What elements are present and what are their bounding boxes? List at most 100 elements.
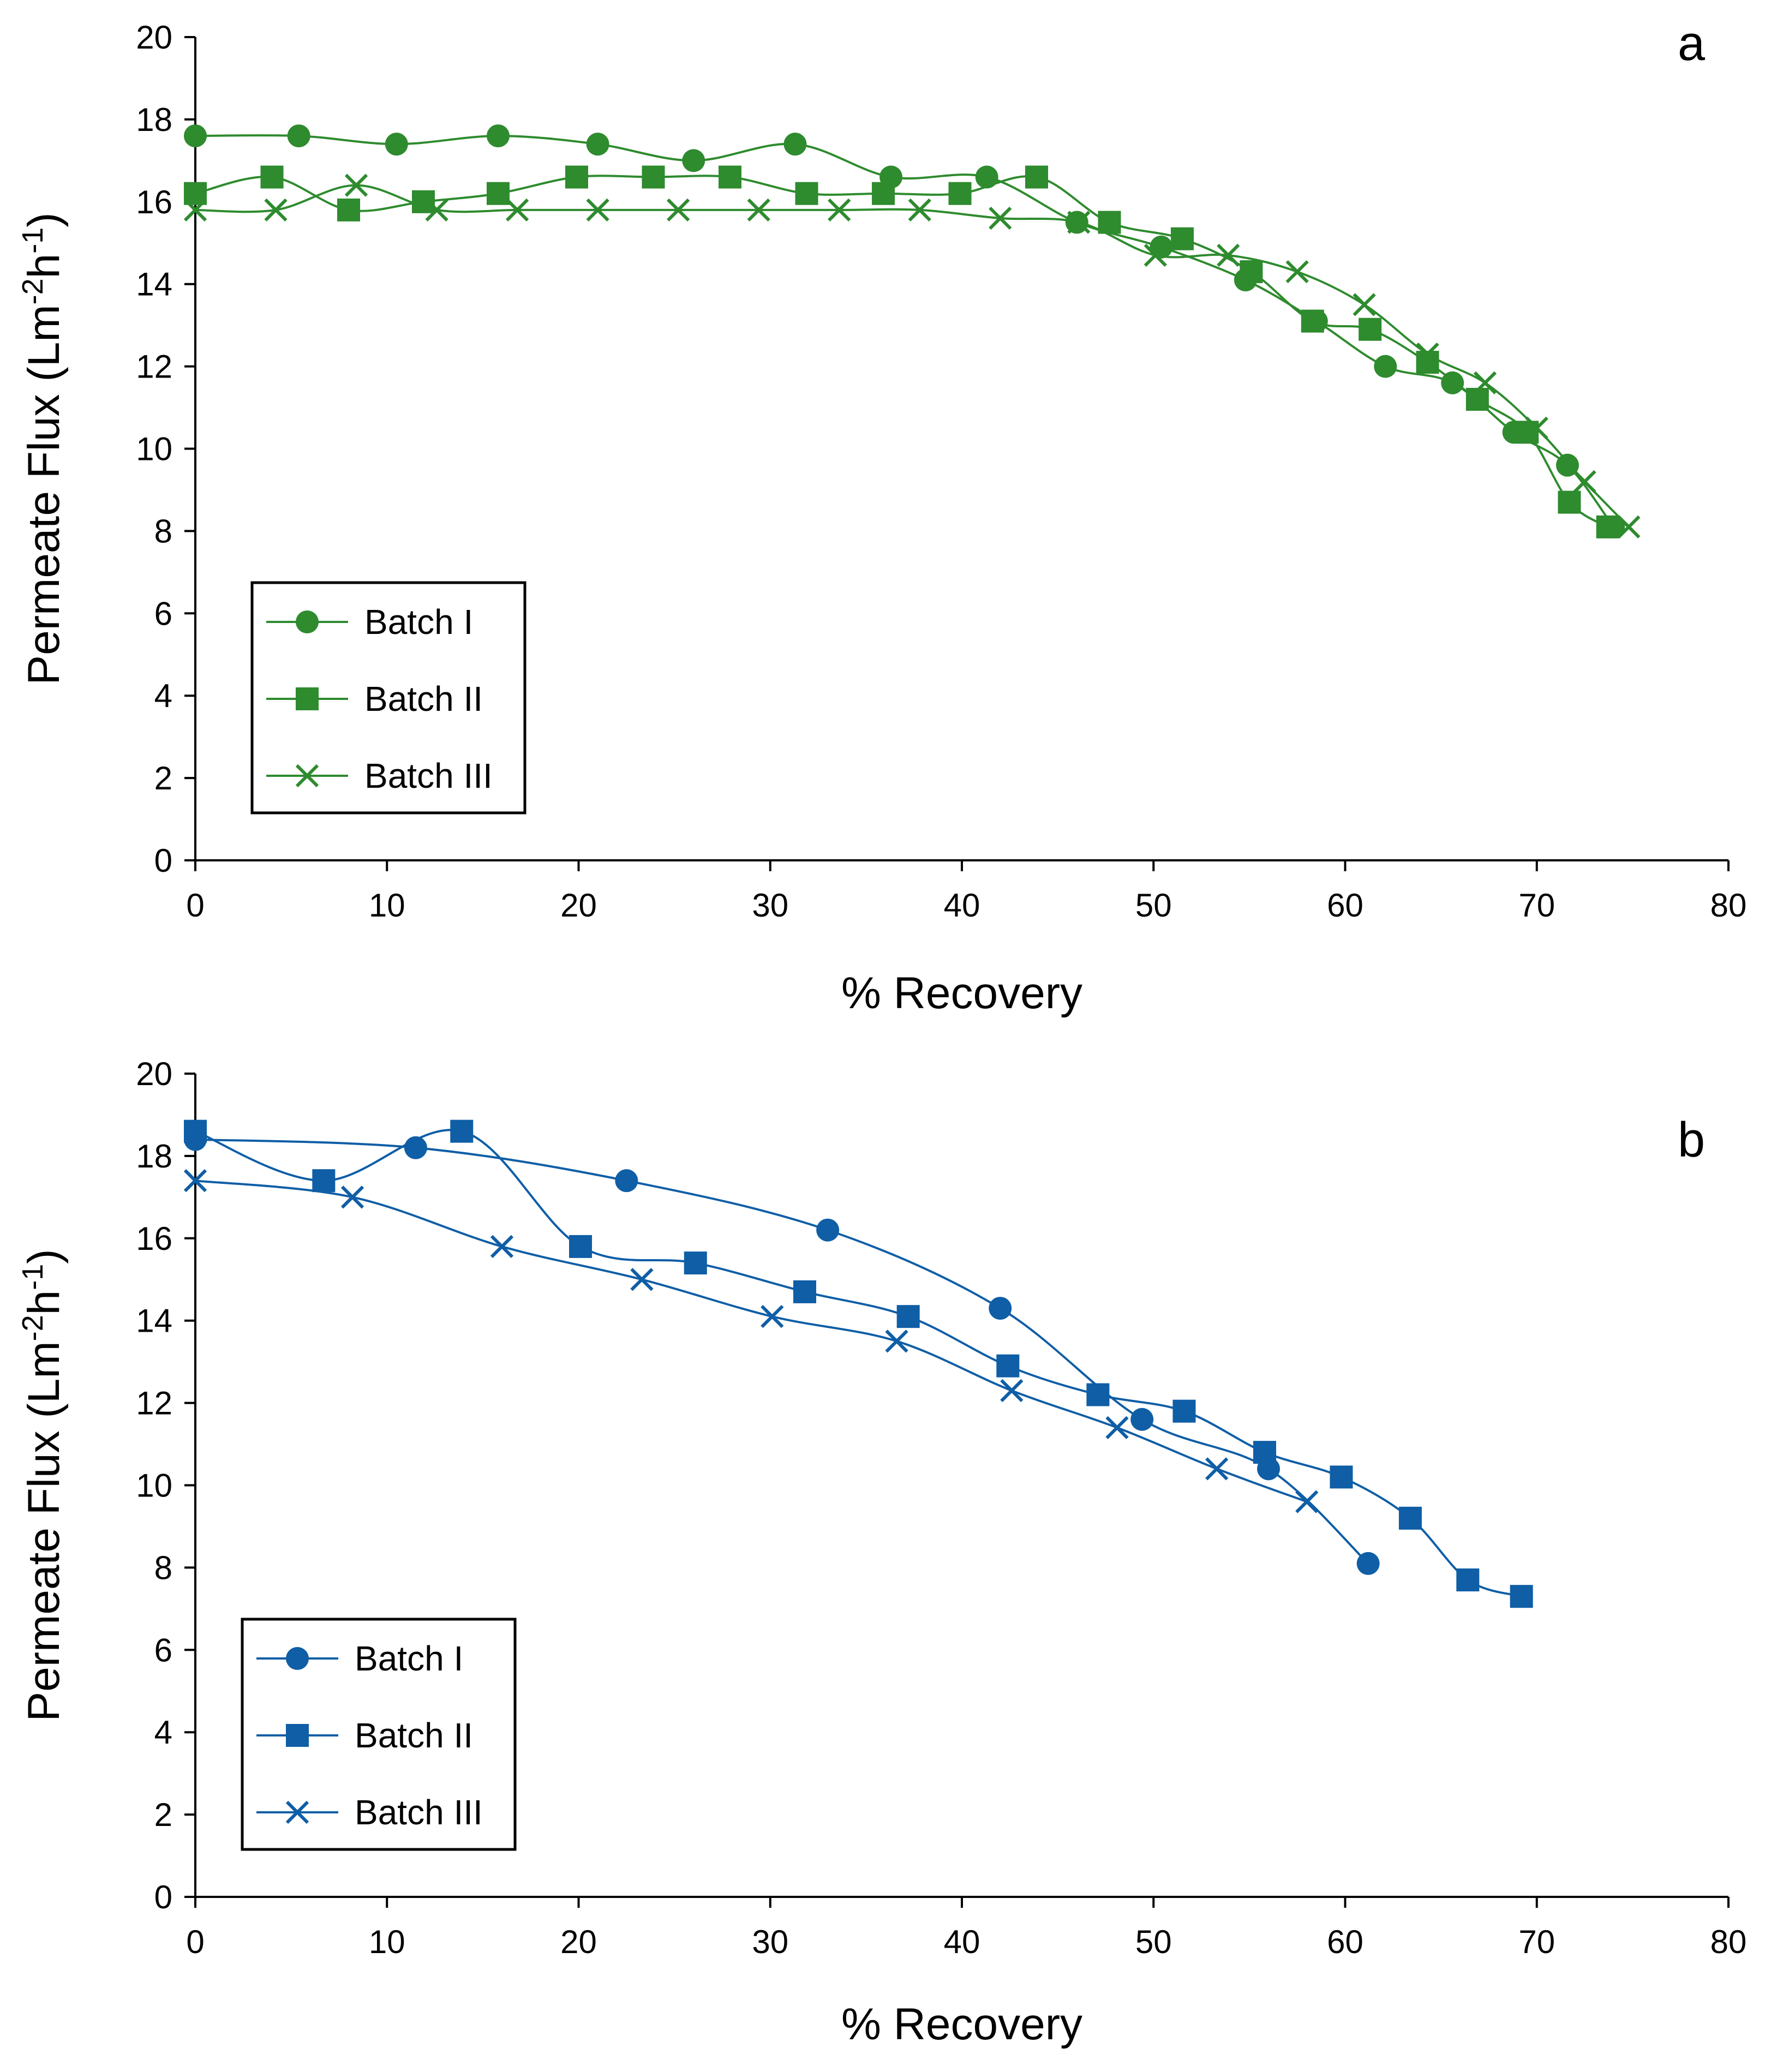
y-tick-label: 6 [154, 595, 172, 632]
x-tick-label: 50 [1135, 1924, 1172, 1960]
legend-marker [296, 687, 319, 710]
data-point [337, 198, 360, 221]
data-point [340, 1185, 364, 1209]
data-point [885, 1330, 908, 1353]
y-tick-label: 12 [136, 349, 172, 385]
data-point [1285, 260, 1309, 284]
data-point [586, 133, 609, 156]
data-point [828, 198, 851, 222]
y-tick-label: 2 [154, 1796, 172, 1833]
data-point [1359, 318, 1382, 341]
data-point [569, 1235, 593, 1258]
data-point [344, 173, 368, 197]
y-tick-label: 2 [154, 760, 172, 797]
data-point [1240, 260, 1263, 284]
y-tick-label: 18 [136, 101, 172, 138]
data-point [1558, 490, 1581, 514]
y-tick-label: 14 [136, 1303, 172, 1339]
x-tick-label: 10 [369, 887, 405, 924]
series-batch-ii [184, 1119, 1533, 1608]
x-axis-title: % Recovery [841, 1999, 1082, 2049]
data-point [1025, 165, 1048, 189]
y-tick-label: 14 [136, 266, 172, 303]
legend-label: Batch III [355, 1793, 483, 1832]
data-point [1205, 1457, 1229, 1481]
data-point [1253, 1441, 1276, 1464]
x-axis-title: % Recovery [841, 968, 1082, 1018]
data-point [1353, 293, 1376, 316]
y-tick-label: 10 [136, 1468, 172, 1504]
data-point [1456, 1568, 1480, 1592]
x-tick-label: 40 [944, 1924, 980, 1960]
data-point [1510, 1585, 1533, 1608]
data-point [1416, 342, 1439, 366]
data-point [486, 124, 510, 148]
x-tick-label: 50 [1135, 887, 1172, 924]
legend-label: Batch III [364, 756, 493, 795]
data-point [1330, 1465, 1353, 1489]
series-line [195, 1138, 1369, 1565]
x-tick-label: 30 [752, 1924, 788, 1960]
legend-marker [285, 1800, 309, 1824]
data-point [1516, 421, 1539, 444]
y-tick-label: 4 [154, 678, 172, 714]
y-tick-label: 16 [136, 1220, 172, 1257]
data-point [896, 1305, 920, 1328]
data-point [642, 165, 665, 189]
x-tick-label: 10 [369, 1924, 405, 1960]
data-point [1086, 1383, 1110, 1406]
data-point [565, 165, 588, 189]
data-point [1150, 235, 1173, 259]
legend-marker [286, 1724, 309, 1747]
series-batch-iii [183, 173, 1641, 538]
data-point [264, 198, 288, 222]
data-point [490, 1235, 514, 1259]
legend: Batch I Batch II Batch III [241, 1618, 517, 1851]
y-tick-label: 20 [136, 1056, 172, 1092]
series-line [195, 175, 1608, 528]
data-point [385, 133, 408, 156]
data-point [586, 198, 609, 222]
data-point [908, 198, 931, 222]
x-tick-label: 60 [1327, 1924, 1363, 1960]
data-point [795, 182, 818, 205]
x-tick-label: 0 [186, 887, 204, 924]
series-batch-iii [183, 1169, 1319, 1513]
legend-label: Batch II [364, 679, 483, 718]
data-point [183, 1169, 207, 1193]
data-point [996, 1354, 1020, 1378]
y-tick-label: 8 [154, 1549, 172, 1586]
legend-label: Batch I [364, 602, 473, 642]
y-tick-label: 10 [136, 431, 172, 468]
legend-marker [295, 764, 319, 788]
data-point [682, 149, 705, 172]
x-tick-label: 0 [186, 1924, 204, 1960]
y-tick-label: 4 [154, 1714, 172, 1751]
y-axis-title: Permeate Flux (Lm-2h-1) [16, 212, 69, 685]
x-tick-label: 70 [1518, 887, 1555, 924]
data-point [1356, 1552, 1380, 1575]
y-tick-label: 8 [154, 513, 172, 549]
legend-marker [296, 610, 319, 633]
chart-panel-b: 0 2 4 6 8 10 12 14 16 18 20 0 10 20 30 40 50 60 70 80 % Reco… [16, 1056, 1746, 2049]
y-tick-label: 0 [154, 842, 172, 879]
legend-label: Batch II [355, 1716, 473, 1755]
x-tick-label: 60 [1327, 887, 1363, 924]
data-point [948, 182, 972, 205]
data-point [1130, 1408, 1154, 1431]
series-batch-ii [184, 165, 1619, 538]
data-point [505, 198, 529, 222]
data-point [871, 182, 895, 205]
y-tick-label: 18 [136, 1138, 172, 1175]
data-point [793, 1280, 816, 1303]
data-point [183, 198, 207, 222]
y-axis-title: Permeate Flux (Lm-2h-1) [16, 1249, 69, 1721]
data-point [718, 165, 741, 189]
data-point [1473, 371, 1497, 394]
x-tick-label: 70 [1518, 1924, 1555, 1960]
data-point [1525, 416, 1548, 440]
data-point [1555, 453, 1579, 477]
series-batch-i [184, 1128, 1380, 1575]
data-point [1301, 309, 1324, 333]
data-point [615, 1169, 638, 1193]
